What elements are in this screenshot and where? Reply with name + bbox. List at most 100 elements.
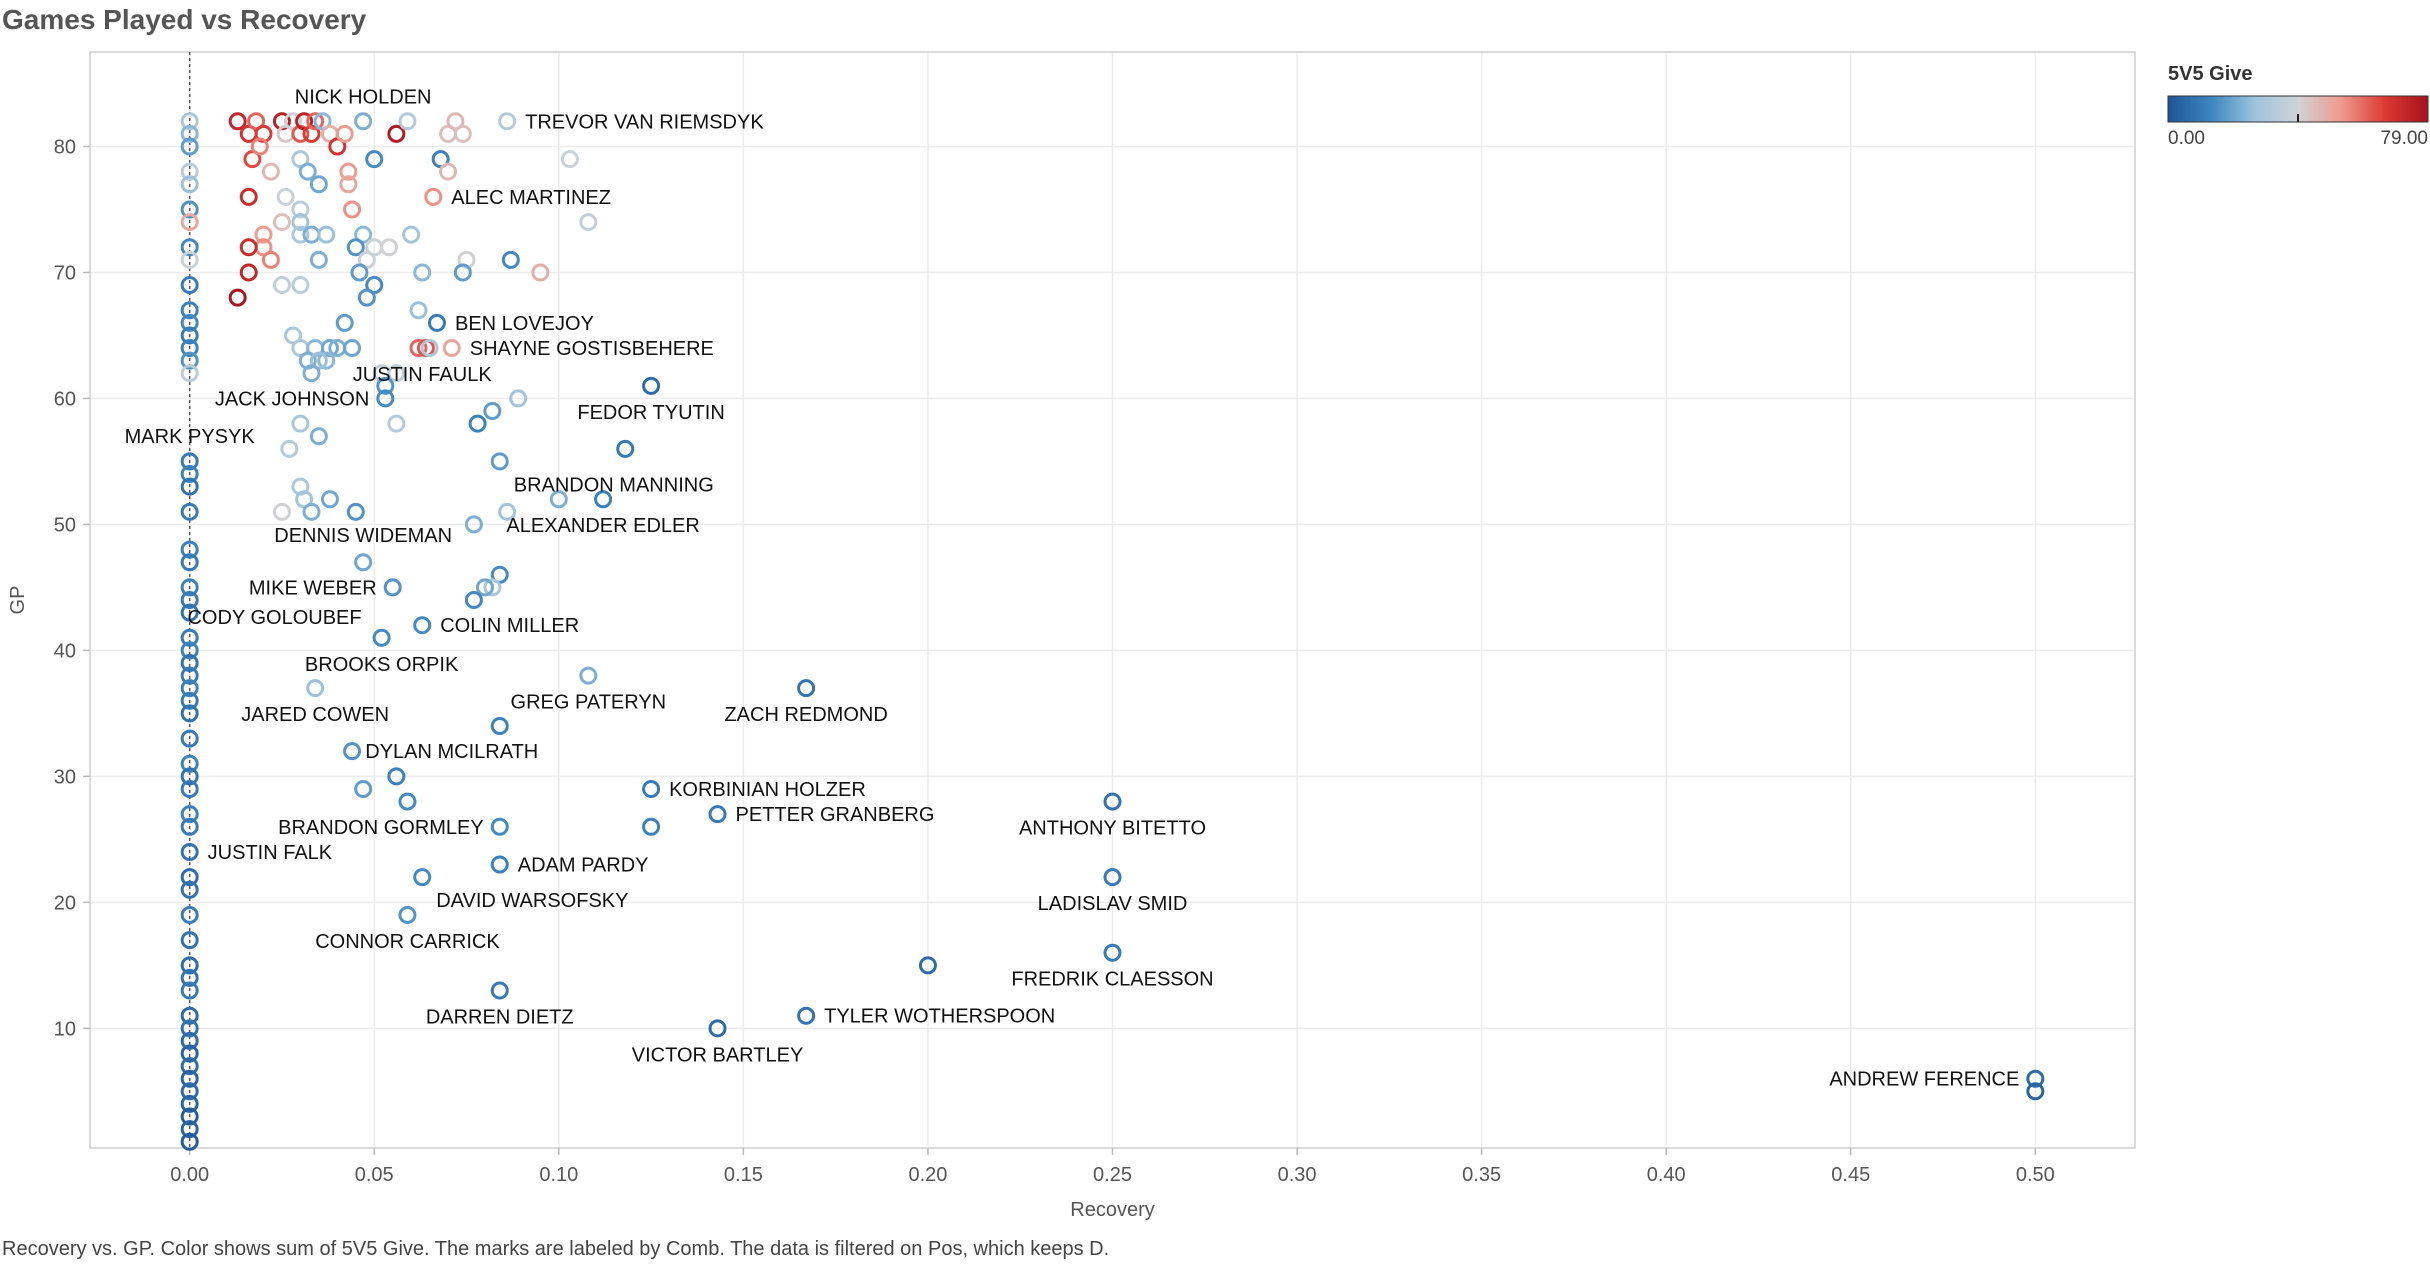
scatter-point[interactable] [180,477,199,496]
scatter-point[interactable] [501,250,520,269]
scatter-point[interactable] [180,641,199,660]
scatter-point[interactable] [379,238,398,257]
scatter-point[interactable] [272,276,291,295]
scatter-point[interactable] [180,591,199,609]
scatter-point[interactable] [239,263,258,282]
scatter-point[interactable] [420,339,439,358]
scatter-point[interactable] [180,666,199,685]
scatter-point[interactable] [180,653,199,672]
scatter-point[interactable] [464,515,483,534]
scatter-point[interactable] [1103,868,1122,887]
scatter-point[interactable] [339,162,358,181]
scatter-point[interactable] [180,124,199,143]
scatter-point[interactable] [291,276,310,295]
scatter-point[interactable] [180,842,199,861]
scatter-point[interactable] [180,931,199,950]
scatter-point[interactable] [409,301,428,320]
scatter-point[interactable] [797,1006,816,1025]
scatter-point[interactable] [250,137,269,156]
scatter-point[interactable] [291,225,310,244]
scatter-point[interactable] [309,175,328,194]
scatter-point[interactable] [180,1120,199,1139]
scatter-point[interactable] [180,1031,199,1050]
scatter-point[interactable] [180,1044,199,1063]
scatter-point[interactable] [228,288,247,307]
scatter-point[interactable] [413,263,432,282]
scatter-point[interactable] [180,1019,199,1038]
scatter-point[interactable] [335,313,354,332]
scatter-point[interactable] [228,112,247,131]
scatter-point[interactable] [2026,1082,2045,1101]
scatter-point[interactable] [298,162,317,181]
scatter-point[interactable] [579,213,598,232]
scatter-point[interactable] [180,276,199,295]
scatter-point[interactable] [291,213,310,232]
scatter-point[interactable] [306,112,325,131]
scatter-point[interactable] [475,578,494,597]
scatter-point[interactable] [549,490,568,509]
scatter-point[interactable] [453,124,472,143]
scatter-point[interactable] [442,339,461,358]
scatter-point[interactable] [180,301,199,320]
scatter-point[interactable] [413,868,432,887]
scatter-point[interactable] [918,956,937,975]
color-legend[interactable]: 5V5 Give 0.00 79.00 [2167,63,2429,149]
scatter-point[interactable] [180,578,199,597]
scatter-point[interactable] [317,351,336,370]
scatter-point[interactable] [261,250,280,269]
scatter-point[interactable] [642,779,661,798]
scatter-point[interactable] [254,225,273,244]
scatter-point[interactable] [320,490,339,509]
scatter-point[interactable] [509,389,528,408]
scatter-point[interactable] [180,679,199,698]
scatter-point[interactable] [346,238,365,257]
scatter-point[interactable] [180,112,199,131]
scatter-point[interactable] [180,502,199,521]
scatter-point[interactable] [343,339,362,358]
scatter-point[interactable] [424,187,443,206]
scatter-point[interactable] [180,729,199,748]
scatter-point[interactable] [180,137,199,156]
scatter-point[interactable] [180,213,199,232]
scatter-point[interactable] [387,364,406,383]
scatter-point[interactable] [365,150,384,169]
scatter-point[interactable] [180,628,199,647]
scatter-point[interactable] [180,553,199,572]
scatter-point[interactable] [309,250,328,269]
scatter-point[interactable] [398,905,417,924]
scatter-point[interactable] [180,339,199,358]
scatter-point[interactable] [339,175,358,194]
scatter-point[interactable] [180,805,199,824]
scatter-point[interactable] [180,1107,199,1126]
scatter-point[interactable] [180,162,199,181]
scatter-point[interactable] [797,679,816,698]
scatter-point[interactable] [180,200,199,219]
scatter-point[interactable] [180,754,199,773]
scatter-point[interactable] [180,779,199,798]
scatter-point[interactable] [468,414,487,433]
scatter-point[interactable] [180,603,199,622]
scatter-point[interactable] [642,376,661,395]
scatter-point[interactable] [387,124,406,143]
scatter-point[interactable] [272,213,291,232]
scatter-point[interactable] [398,112,417,131]
scatter-point[interactable] [343,200,362,219]
scatter-point[interactable] [354,112,373,131]
scatter-point[interactable] [376,376,395,395]
scatter-point[interactable] [708,1019,727,1038]
scatter-point[interactable] [350,263,369,282]
scatter-point[interactable] [490,452,509,471]
scatter-point[interactable] [180,968,199,987]
scatter-point[interactable] [1103,943,1122,962]
scatter-point[interactable] [180,250,199,269]
scatter-point[interactable] [180,905,199,924]
scatter-point[interactable] [302,225,321,244]
scatter-point[interactable] [354,779,373,798]
scatter-point[interactable] [291,414,310,433]
scatter-point[interactable] [594,490,613,509]
scatter-point[interactable] [402,225,421,244]
scatter-point[interactable] [180,313,199,332]
scatter-point[interactable] [291,200,310,219]
scatter-point[interactable] [180,238,199,257]
scatter-point[interactable] [413,616,432,635]
